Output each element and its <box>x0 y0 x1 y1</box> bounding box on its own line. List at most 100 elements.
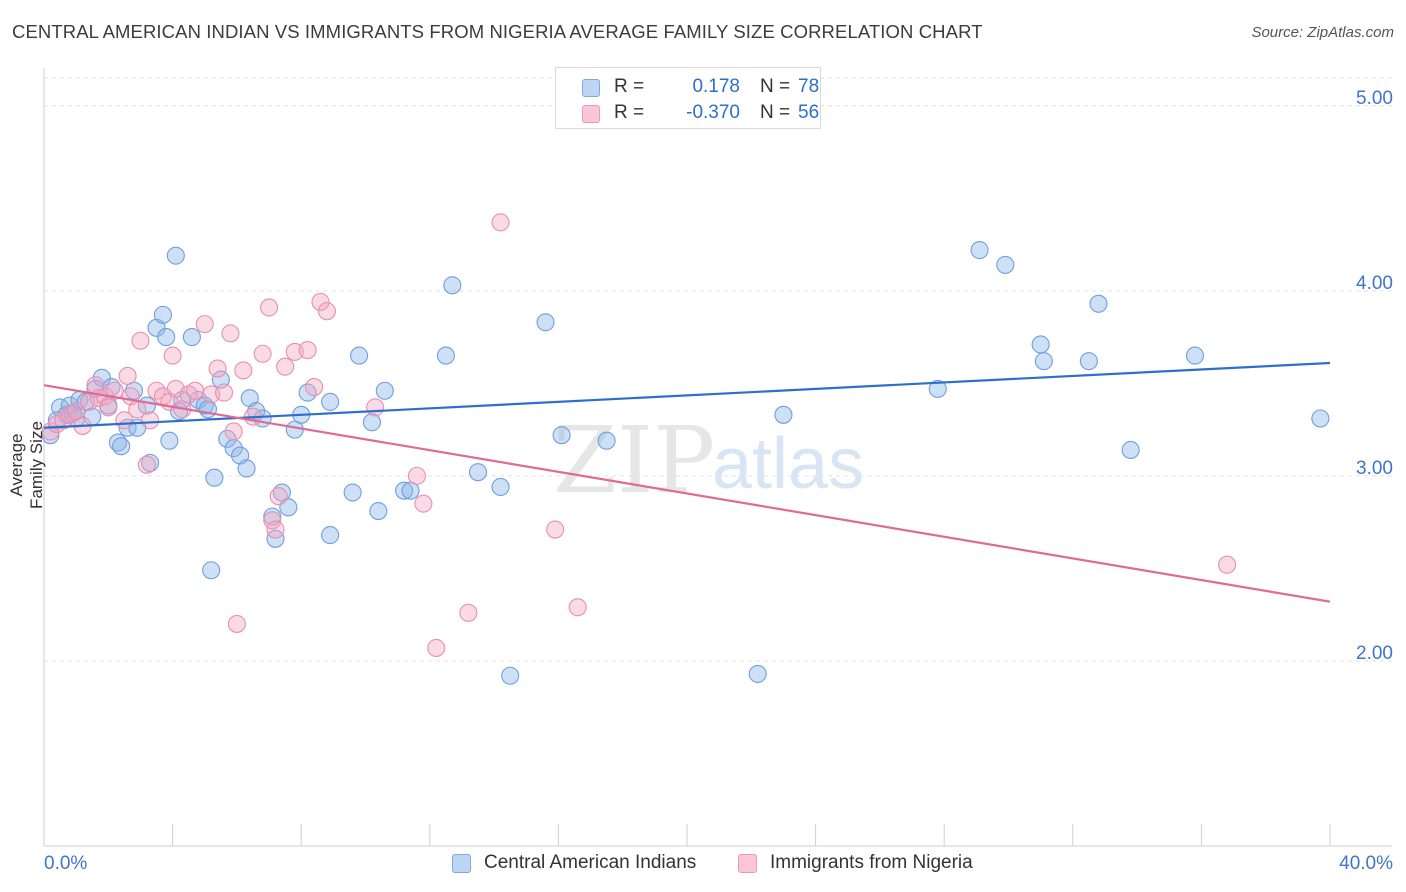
data-point <box>311 292 330 311</box>
data-point <box>427 638 446 658</box>
r-label: R = <box>614 102 645 123</box>
data-point <box>186 381 205 400</box>
n-label: N = <box>760 102 791 123</box>
legend-swatch-pink <box>582 105 600 123</box>
data-point <box>221 324 240 343</box>
n-value: 56 <box>798 102 820 123</box>
data-point <box>208 359 227 378</box>
y-axis-label: Average Family Size <box>7 421 46 509</box>
data-point <box>266 529 285 548</box>
y-tick-label: 3.00 <box>1356 458 1393 479</box>
trend-line-central-american-indians <box>43 361 1331 429</box>
axes <box>43 68 1392 847</box>
data-point <box>298 340 317 360</box>
y-tick-label: 4.00 <box>1356 273 1393 294</box>
data-point <box>774 405 793 424</box>
y-tick-label: 2.00 <box>1356 643 1393 664</box>
data-point <box>160 431 179 450</box>
data-point <box>205 468 224 487</box>
data-point <box>163 346 182 365</box>
watermark: ZIP atlas <box>553 407 864 514</box>
data-point <box>141 411 160 430</box>
data-point <box>996 255 1015 274</box>
legend-swatch-blue <box>582 79 600 97</box>
trend-line-immigrants-from-nigeria <box>43 384 1331 603</box>
data-point <box>317 302 336 321</box>
data-point <box>491 477 510 497</box>
data-point <box>443 276 462 295</box>
n-value: 78 <box>798 76 820 97</box>
data-point <box>153 305 173 324</box>
data-point <box>276 357 295 376</box>
data-point <box>321 526 340 545</box>
source-credit: Source: ZipAtlas.com <box>1251 24 1394 41</box>
data-point <box>195 315 214 334</box>
legend-label: Immigrants from Nigeria <box>770 852 973 873</box>
x-tick-label: 40.0% <box>1339 853 1393 874</box>
data-point <box>234 361 253 380</box>
data-point <box>259 298 279 317</box>
data-point <box>1089 294 1108 313</box>
trend-lines <box>43 361 1331 603</box>
data-point <box>501 666 520 685</box>
data-point <box>468 463 488 482</box>
data-point <box>375 381 394 400</box>
data-point <box>343 483 362 502</box>
data-point <box>253 344 272 363</box>
data-point <box>459 603 478 622</box>
data-point <box>552 426 571 445</box>
data-point <box>237 459 256 478</box>
data-point <box>1079 352 1098 371</box>
data-point <box>214 383 234 402</box>
data-point <box>748 664 767 683</box>
data-point <box>350 346 369 365</box>
data-point <box>112 437 131 456</box>
data-point <box>407 466 426 485</box>
data-point <box>970 241 989 260</box>
data-point <box>198 400 218 419</box>
x-tick-label: 0.0% <box>44 853 87 874</box>
data-point <box>928 379 947 398</box>
correlation-legend: R = 0.178 N = 78 R = -0.370 N = 56 <box>555 67 821 129</box>
data-point <box>568 598 587 617</box>
legend-swatch-pink <box>738 854 757 873</box>
data-point <box>536 313 555 332</box>
data-point <box>224 422 243 441</box>
data-point <box>321 392 340 411</box>
legend-swatch-blue <box>452 854 471 873</box>
data-point <box>1311 409 1330 428</box>
data-point <box>218 429 237 448</box>
data-point <box>369 501 388 521</box>
y-tick-label: 5.00 <box>1356 88 1393 109</box>
data-point <box>166 246 185 265</box>
data-point <box>92 368 111 387</box>
data-point <box>137 455 156 474</box>
data-point <box>362 413 381 432</box>
legend-label: Central American Indians <box>484 852 697 873</box>
data-point <box>118 366 137 385</box>
data-point <box>436 346 455 365</box>
data-point <box>99 398 118 417</box>
r-value: -0.370 <box>686 102 740 123</box>
series-legend: Central American Indians Immigrants from… <box>0 851 1406 877</box>
chart-title: CENTRAL AMERICAN INDIAN VS IMMIGRANTS FR… <box>12 21 983 42</box>
n-label: N = <box>760 76 791 97</box>
watermark-zip: ZIP <box>553 407 715 514</box>
data-point <box>395 481 414 500</box>
data-point <box>366 398 385 417</box>
r-value: 0.178 <box>692 76 740 97</box>
data-point <box>546 520 565 539</box>
data-point <box>269 487 288 506</box>
r-label: R = <box>614 76 645 97</box>
data-point <box>227 614 246 633</box>
data-point <box>305 378 324 397</box>
data-point <box>1185 346 1205 365</box>
data-point <box>247 402 266 421</box>
data-point <box>266 520 285 539</box>
data-point <box>1121 440 1140 460</box>
tick-labels: 2.00 3.00 4.00 5.00 0.0% 40.0% <box>44 88 1393 874</box>
data-point <box>1218 555 1237 574</box>
series-immigrants-from-nigeria <box>41 213 1237 658</box>
data-point <box>414 494 433 513</box>
